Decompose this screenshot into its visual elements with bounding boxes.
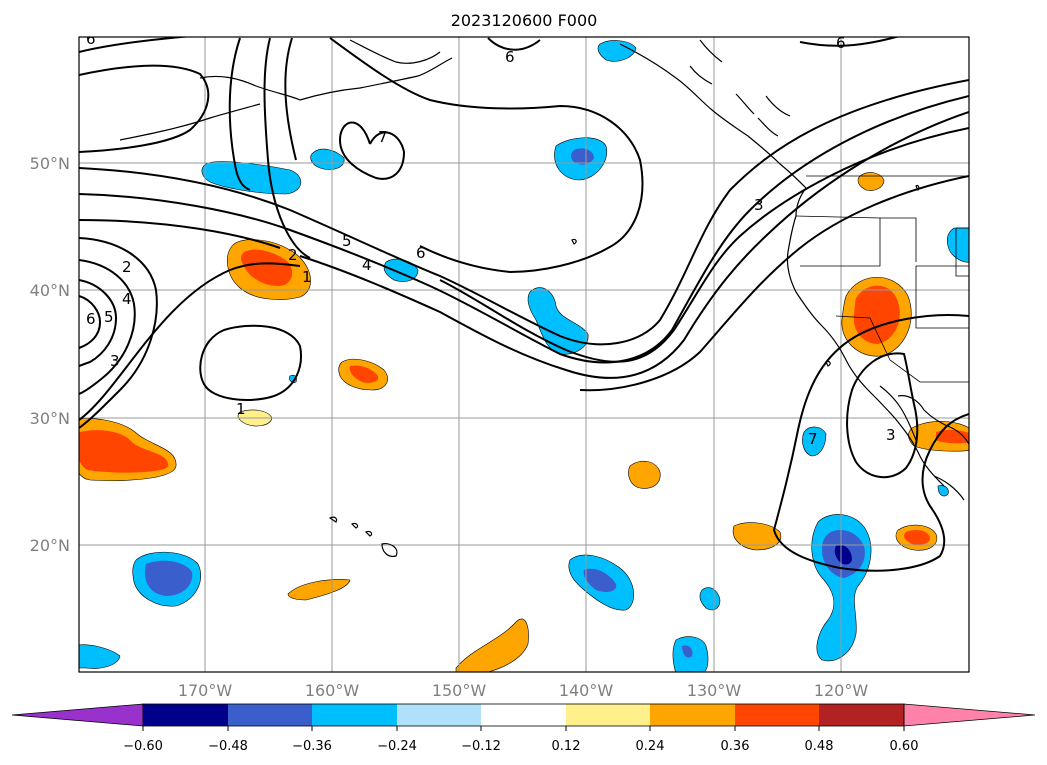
colorbar-extend-high (903, 703, 1036, 727)
colorbar-tick-labels: −0.60 −0.48 −0.36 −0.24 −0.12 0.12 0.24 … (123, 739, 918, 754)
contour-lines (79, 37, 969, 572)
colorbar-tick-label: 0.60 (890, 739, 919, 754)
colorbar-ticks (142, 726, 905, 731)
negative-anomaly-18n-171w (132, 551, 202, 607)
contour-label: 5 (104, 308, 114, 326)
map-content: 6 6 6 7 5 4 6 3 2 2 1 4 5 6 3 1 7 3 (79, 30, 969, 672)
negative-anomaly-37n-144w (527, 287, 589, 355)
negative-anomaly-27n-122w (802, 426, 827, 457)
map-frame (78, 36, 970, 673)
negative-anomaly-44n-109w (946, 227, 969, 263)
contour-label: 3 (886, 426, 896, 444)
map-title: 2023120600 F000 (451, 11, 598, 30)
colorbar-extend-low (11, 703, 144, 727)
colorbar-tick-label: −0.36 (292, 739, 332, 754)
colorbar-segment (397, 704, 481, 726)
contour-label: 7 (808, 430, 818, 448)
contour-label: 5 (342, 232, 352, 250)
contour-label: 6 (836, 34, 846, 52)
colorbar-segment (650, 704, 735, 726)
lat-label: 30°N (30, 409, 70, 428)
positive-anomaly-48n-119w (857, 172, 885, 191)
contour-label: 2 (122, 258, 132, 276)
lat-label: 20°N (30, 536, 70, 555)
lon-label: 160°W (305, 681, 360, 700)
positive-anomaly-35n-157w (338, 358, 388, 391)
colorbar-segment (143, 704, 228, 726)
contour-label: 4 (362, 256, 372, 274)
contour-label: 4 (122, 290, 132, 308)
contour-label: 3 (754, 196, 764, 214)
colorbar-tick-label: −0.48 (208, 739, 248, 754)
colorbar-tick-label: 0.36 (721, 739, 750, 754)
lon-label: 120°W (814, 681, 869, 700)
contour-label: 1 (302, 268, 312, 286)
shaded-fields (79, 40, 969, 672)
negative-anomaly-50n-140w (554, 137, 608, 181)
negative-anomaly-11n-180w (79, 644, 121, 669)
lat-label: 40°N (30, 281, 70, 300)
colorbar-frame (142, 703, 905, 727)
lon-label: 170°W (178, 681, 233, 700)
latitude-labels: 50°N 40°N 30°N 20°N (30, 154, 70, 555)
colorbar-segment (228, 704, 312, 726)
lon-label: 140°W (559, 681, 614, 700)
contour-label: 3 (110, 352, 120, 370)
negative-anomaly-58n-140w (597, 40, 637, 62)
colorbar-tick-label: 0.48 (805, 739, 834, 754)
colorbar-segment (819, 704, 904, 726)
longitude-labels: 170°W 160°W 150°W 140°W 130°W 120°W (178, 681, 869, 700)
colorbar-tick-label: −0.12 (461, 739, 501, 754)
colorbar-tick-label: −0.60 (123, 739, 163, 754)
contour-label: 7 (378, 128, 388, 146)
contour-label: 6 (86, 30, 96, 48)
colorbar-tick-label: −0.24 (377, 739, 417, 754)
country-borders (795, 175, 969, 383)
contour-label: 6 (505, 48, 515, 66)
colorbar: −0.60 −0.48 −0.36 −0.24 −0.12 0.12 0.24 … (11, 703, 1036, 754)
colorbar-segment (566, 704, 650, 726)
positive-anomaly-25n-141w (628, 460, 661, 489)
colorbar-segment (312, 704, 397, 726)
contour-label: 2 (288, 246, 298, 264)
positive-anomaly-42n-166w (227, 239, 311, 300)
negative-anomaly-50n-159w (310, 148, 345, 170)
lat-label: 50°N (30, 154, 70, 173)
colorbar-tick-label: 0.24 (636, 739, 665, 754)
colorbar-segment (481, 704, 566, 726)
negative-anomaly-15n-131w (699, 587, 721, 611)
contour-labels: 6 6 6 7 5 4 6 3 2 2 1 4 5 6 3 1 7 3 (86, 30, 896, 448)
colorbar-tick-label: 0.12 (552, 739, 581, 754)
lon-label: 130°W (687, 681, 742, 700)
contour-label: 6 (86, 310, 96, 328)
negative-anomaly-17n-140w (568, 554, 634, 611)
contour-label: 6 (416, 244, 426, 262)
positive-anomaly-12n-148w (455, 618, 529, 672)
contour-label: 1 (236, 400, 246, 418)
positive-anomaly-39n-117w (841, 276, 912, 357)
positive-anomaly-21n-112w (895, 524, 938, 551)
negative-anomaly-11n-131w (672, 636, 709, 672)
colorbar-segment (735, 704, 819, 726)
positive-anomaly-16n-162w (287, 579, 351, 601)
lon-label: 150°W (432, 681, 487, 700)
positive-anomaly-28n-178w (79, 418, 177, 481)
